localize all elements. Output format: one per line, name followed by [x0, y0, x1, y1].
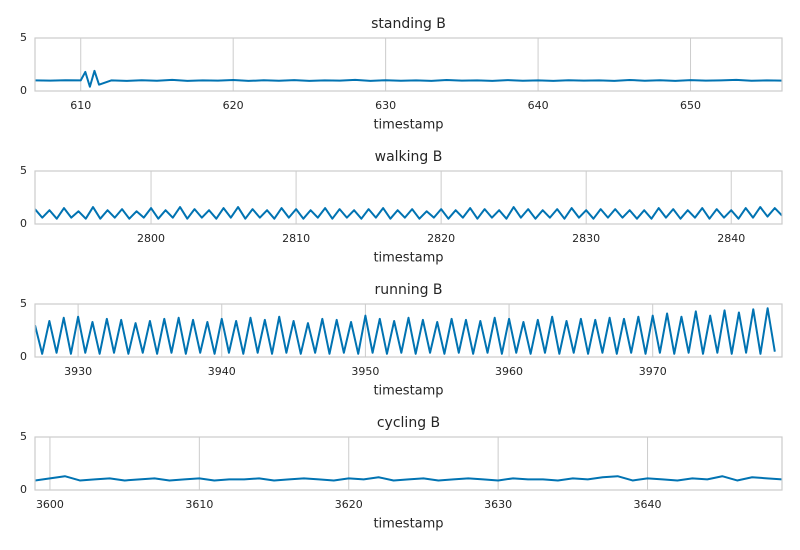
x-axis-label: timestamp — [373, 384, 443, 399]
x-tick-label: 2820 — [427, 232, 455, 245]
signal-line — [35, 69, 782, 88]
signal-line — [35, 307, 776, 355]
x-tick-label: 3620 — [335, 498, 363, 511]
x-tick-label: 2840 — [717, 232, 745, 245]
subplot-title: running B — [374, 282, 442, 298]
x-axis-label: timestamp — [373, 251, 443, 266]
subplot-title: standing B — [371, 16, 446, 32]
frame — [34, 303, 783, 358]
x-tick-label: 2800 — [137, 232, 165, 245]
y-tick-label: 0 — [20, 217, 27, 230]
x-tick-label: 640 — [528, 99, 549, 112]
x-tick-label: 3960 — [495, 365, 523, 378]
x-axis-label: timestamp — [373, 517, 443, 532]
frame — [34, 170, 783, 225]
x-tick-label: 650 — [680, 99, 701, 112]
plot-area — [35, 475, 782, 482]
x-tick-label: 3640 — [634, 498, 662, 511]
x-tick-label: 3630 — [484, 498, 512, 511]
y-tick-label: 5 — [20, 31, 27, 44]
y-tick-label: 5 — [20, 164, 27, 177]
x-tick-label: 630 — [375, 99, 396, 112]
y-tick-label: 5 — [20, 297, 27, 310]
frame — [34, 37, 783, 92]
x-tick-label: 3970 — [639, 365, 667, 378]
plot-area — [35, 307, 776, 355]
x-tick-label: 2830 — [572, 232, 600, 245]
signal-line — [35, 206, 782, 220]
signal-line — [35, 475, 782, 482]
y-tick-label: 0 — [20, 84, 27, 97]
x-tick-label: 2810 — [282, 232, 310, 245]
subplot-title: walking B — [375, 149, 443, 165]
x-tick-label: 610 — [70, 99, 91, 112]
x-tick-label: 3950 — [351, 365, 379, 378]
subplot: 3600 3610 3620 3630 3640 0 5 cycling B timestamp — [20, 415, 783, 532]
y-tick-label: 5 — [20, 430, 27, 443]
plot-area — [35, 69, 782, 88]
plot-area — [35, 206, 782, 220]
y-tick-label: 0 — [20, 350, 27, 363]
y-tick-label: 0 — [20, 483, 27, 496]
subplot: 3930 3940 3950 3960 3970 0 5 running B timestamp — [20, 282, 783, 399]
subplot-title: cycling B — [377, 415, 440, 431]
x-tick-label: 3600 — [36, 498, 64, 511]
x-tick-label: 3610 — [185, 498, 213, 511]
subplot: 610 620 630 640 650 0 5 standing B timestamp — [20, 16, 783, 133]
x-tick-label: 620 — [223, 99, 244, 112]
x-tick-label: 3930 — [64, 365, 92, 378]
subplot: 2800 2810 2820 2830 2840 0 5 walking B timestamp — [20, 149, 783, 266]
frame — [34, 436, 783, 491]
x-axis-label: timestamp — [373, 118, 443, 133]
x-tick-label: 3940 — [208, 365, 236, 378]
